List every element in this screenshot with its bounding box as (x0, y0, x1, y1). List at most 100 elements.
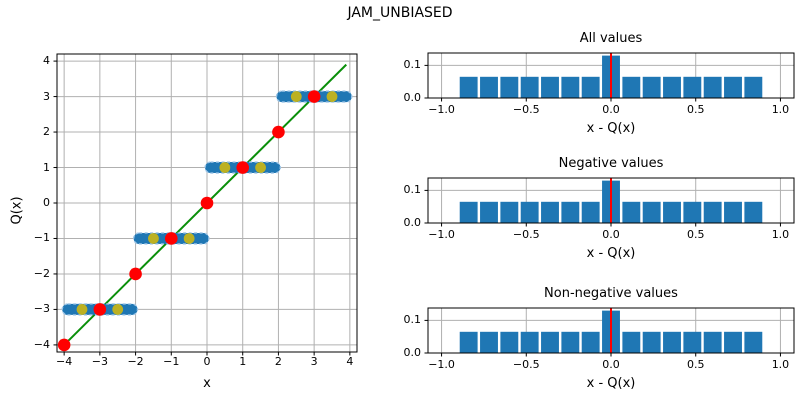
hist-all-values-plot (420, 45, 800, 106)
histogram-bar (480, 201, 498, 223)
histogram-bar (683, 76, 702, 98)
x-tick-label: 1.0 (771, 228, 790, 241)
integer-point (93, 303, 107, 316)
y-tick-label: 0 (43, 196, 50, 209)
histogram-bar (622, 201, 641, 223)
y-tick-label: 4 (43, 54, 50, 68)
histogram-bar (683, 331, 702, 353)
integer-point (307, 90, 321, 103)
y-tick-label: 1 (43, 160, 50, 174)
half-integer-point (112, 304, 124, 315)
half-integer-point (326, 91, 338, 102)
hist-nonnegative-values-plot (420, 300, 800, 361)
half-integer-point (148, 233, 159, 244)
histogram-bar (663, 76, 681, 98)
hist-negative-xlabel: x - Q(x) (586, 246, 636, 261)
half-integer-point (290, 91, 302, 102)
histogram-bar (480, 76, 498, 98)
hist-nonnegative-xlabel: x - Q(x) (586, 376, 636, 391)
histogram-bar (480, 331, 498, 353)
histogram-bar (500, 76, 519, 98)
x-tick-label: 0.5 (686, 228, 705, 241)
y-tick-label: 0.1 (403, 183, 422, 197)
hist-negative-title: Negative values (558, 156, 664, 171)
histogram-bar (459, 201, 478, 223)
x-tick-label: −0.5 (512, 228, 540, 241)
plot-canvas (53, 53, 358, 356)
histogram-bar (703, 331, 722, 353)
histogram-bar (541, 331, 559, 353)
hist-all-xlabel: x - Q(x) (586, 121, 636, 136)
x-tick-label: 0.0 (602, 228, 620, 241)
plot-canvas (424, 177, 795, 227)
histogram-bar (622, 76, 641, 98)
histogram-bar (561, 331, 580, 353)
y-axis-label: Q(x) (9, 196, 25, 225)
x-tick-label: 1.0 (771, 358, 790, 371)
x-tick-label: −0.5 (512, 358, 540, 371)
y-tick-label: −1 (33, 231, 50, 245)
histogram-bar (744, 201, 763, 223)
half-integer-point (183, 233, 195, 244)
histogram-bar (520, 201, 539, 223)
plot-canvas (424, 52, 795, 102)
x-tick-label: −4 (56, 355, 73, 368)
y-tick-label: 0.0 (403, 91, 422, 104)
histogram-bar (622, 331, 641, 353)
histogram-bar (663, 331, 681, 353)
histogram-bar (581, 76, 600, 98)
x-tick-label: 4 (346, 355, 354, 368)
histogram-bar (459, 331, 478, 353)
histogram-bar (724, 331, 742, 353)
x-tick-label: 1.0 (771, 103, 790, 116)
figure-title: JAM_UNBIASED (347, 5, 453, 21)
hist-all-title: All values (579, 31, 643, 46)
y-tick-label: 3 (43, 89, 50, 103)
half-integer-point (219, 162, 231, 173)
y-tick-label: −4 (33, 337, 50, 351)
integer-point (200, 196, 214, 210)
histogram-bar (500, 331, 519, 353)
histogram-bar (744, 76, 763, 98)
y-tick-label: 0.1 (403, 58, 422, 72)
quantizer-plot (49, 46, 365, 360)
integer-point (57, 338, 71, 352)
histogram-bar (459, 76, 478, 98)
y-tick-label: 2 (43, 125, 50, 139)
x-tick-label: −0.5 (512, 103, 540, 116)
hist-nonnegative-title: Non-negative values (544, 286, 678, 301)
integer-point (129, 267, 142, 281)
histogram-bar (744, 331, 763, 353)
histogram-bar (541, 76, 559, 98)
x-tick-label: 0.0 (602, 103, 620, 116)
x-tick-label: −1.0 (428, 103, 455, 116)
x-tick-label: −1.0 (428, 358, 455, 371)
x-tick-label: 0.5 (686, 358, 705, 371)
half-integer-point (255, 162, 266, 173)
y-tick-label: 0.1 (403, 313, 422, 327)
histogram-bar (561, 76, 580, 98)
x-tick-label: −1 (163, 355, 180, 368)
x-tick-label: 0.0 (602, 358, 620, 371)
histogram-bar (500, 201, 519, 223)
histogram-bar (581, 201, 600, 223)
x-tick-label: −3 (91, 355, 108, 368)
histogram-bar (520, 331, 539, 353)
y-tick-label: −2 (33, 266, 50, 280)
histogram-bar (642, 201, 661, 223)
x-tick-label: −2 (127, 355, 144, 368)
x-axis-label: x (203, 376, 211, 391)
histogram-bar (683, 201, 702, 223)
histogram-bar (561, 201, 580, 223)
histogram-bar (520, 76, 539, 98)
x-tick-label: 1 (239, 355, 247, 368)
histogram-bar (724, 201, 742, 223)
histogram-bar (642, 76, 661, 98)
integer-point (272, 125, 285, 139)
x-tick-label: 3 (310, 355, 318, 368)
histogram-bar (663, 201, 681, 223)
integer-point (164, 232, 178, 245)
plot-canvas (424, 307, 795, 357)
y-tick-label: −3 (33, 302, 50, 316)
x-tick-label: 0.5 (686, 103, 705, 116)
